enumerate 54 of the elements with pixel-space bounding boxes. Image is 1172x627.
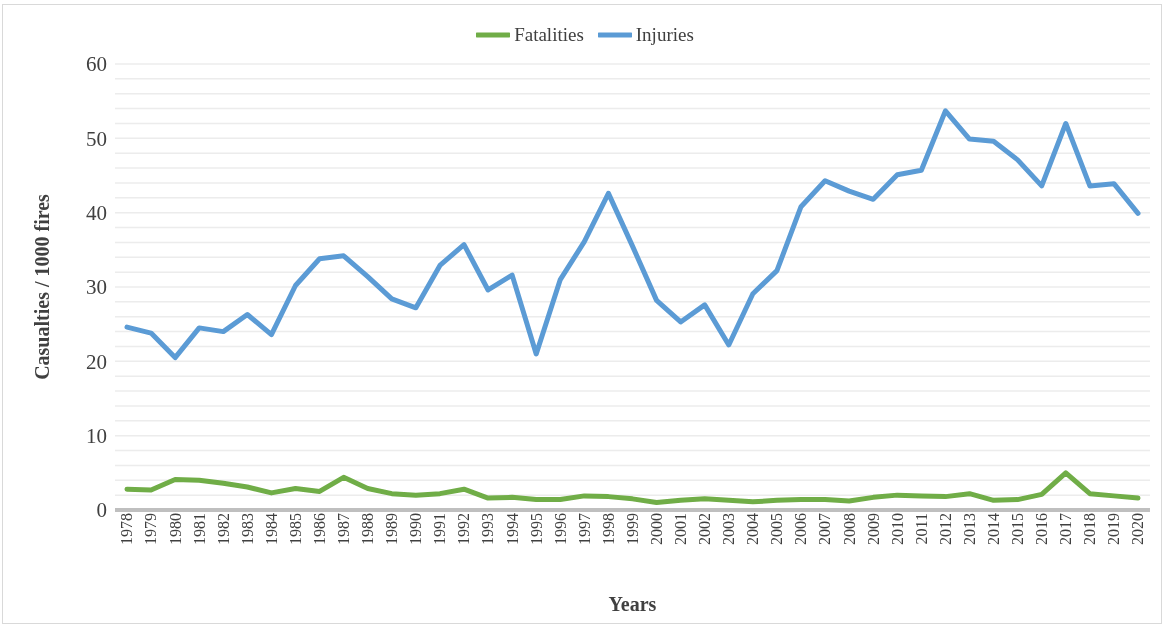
x-tick-label: 1983 — [238, 513, 256, 545]
x-tick-label: 1998 — [599, 513, 617, 545]
x-tick-label: 1999 — [623, 513, 641, 545]
x-tick-label: 1984 — [262, 513, 280, 545]
x-tick-label: 1989 — [383, 513, 401, 545]
x-tick-label: 1994 — [503, 513, 521, 545]
y-tick-label: 0 — [96, 498, 107, 523]
x-tick-label: 2004 — [744, 513, 762, 545]
x-tick-label: 2001 — [672, 513, 689, 545]
x-tick-label: 2009 — [864, 513, 882, 545]
x-tick-label: 2012 — [936, 513, 954, 545]
x-tick-label: 2013 — [960, 513, 978, 545]
x-tick-label: 1991 — [431, 513, 449, 545]
x-tick-label: 1978 — [118, 513, 136, 545]
x-axis-title: Years — [608, 593, 657, 615]
x-tick-label: 2015 — [1009, 513, 1026, 545]
x-tick-label: 2005 — [768, 513, 786, 545]
x-tick-label: 1988 — [359, 513, 377, 545]
x-tick-label: 1992 — [455, 513, 473, 545]
x-tick-label: 2014 — [984, 513, 1002, 545]
x-tick-label: 2011 — [912, 513, 930, 545]
y-tick-label: 20 — [86, 349, 107, 374]
x-tick-label: 2003 — [720, 513, 738, 545]
x-tick-label: 2008 — [840, 513, 858, 545]
y-tick-label: 60 — [86, 52, 107, 77]
y-tick-label: 30 — [86, 275, 107, 300]
x-tick-label: 2002 — [696, 513, 714, 545]
y-tick-label: 40 — [86, 201, 107, 226]
x-tick-label: 2010 — [888, 513, 906, 545]
x-tick-label: 1980 — [166, 513, 184, 545]
x-tick-label: 1986 — [310, 513, 328, 545]
x-tick-label: 2017 — [1057, 513, 1075, 545]
x-tick-label: 1981 — [190, 513, 208, 545]
x-tick-label: 2018 — [1081, 513, 1099, 545]
x-tick-label: 1987 — [335, 513, 352, 545]
y-tick-label: 10 — [86, 424, 107, 449]
x-tick-label: 1995 — [527, 513, 545, 545]
y-tick-label: 50 — [86, 126, 107, 151]
x-tick-label: 1990 — [407, 513, 425, 545]
x-tick-label: 1997 — [575, 513, 593, 545]
x-tick-label: 2020 — [1129, 513, 1147, 545]
x-tick-label: 2006 — [792, 513, 810, 545]
legend-label: Injuries — [635, 24, 694, 46]
x-tick-label: 2019 — [1105, 513, 1123, 545]
y-axis-title: Casualties / 1000 fires — [31, 193, 54, 380]
legend-label: Fatalities — [514, 24, 584, 46]
x-tick-label: 1979 — [142, 513, 160, 545]
x-tick-label: 2007 — [816, 513, 834, 545]
x-tick-label: 1985 — [286, 513, 304, 545]
x-tick-label: 1993 — [479, 513, 497, 545]
x-tick-label: 2000 — [647, 513, 665, 545]
x-tick-label: 1982 — [214, 513, 232, 545]
x-tick-label: 2016 — [1033, 513, 1051, 545]
x-tick-label: 1996 — [551, 513, 569, 545]
